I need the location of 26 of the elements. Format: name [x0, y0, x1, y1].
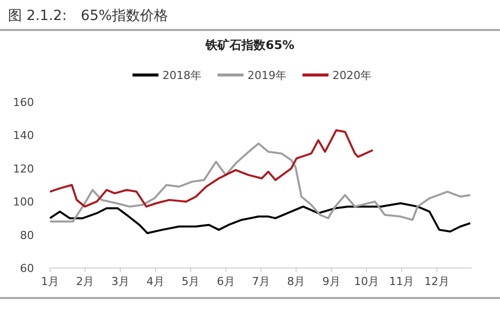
y-tick-label: 160 [13, 96, 34, 109]
x-tick-label: 2月 [76, 275, 94, 288]
x-tick-label: 5月 [182, 275, 200, 288]
chart-subtitle: 图 2.1.2: 65%指数价格 [8, 8, 168, 24]
legend-label: 2019年 [248, 69, 286, 82]
line-series [49, 202, 472, 234]
line-series [49, 142, 472, 223]
legend-label: 2018年 [162, 69, 202, 82]
y-tick-label: 100 [13, 196, 34, 209]
x-tick-label: 10月 [354, 275, 379, 288]
x-tick-label: 1月 [41, 275, 59, 288]
x-tick-label: 4月 [146, 275, 164, 288]
y-tick-label: 140 [13, 129, 34, 142]
x-tick-label: 9月 [322, 275, 340, 288]
legend-label: 2020年 [332, 69, 372, 82]
x-tick-label: 6月 [216, 275, 235, 288]
x-tick-label: 3月 [111, 275, 130, 288]
x-tick-label: 11月 [389, 275, 414, 288]
y-tick-label: 120 [13, 162, 34, 176]
x-tick-label: 7月 [252, 275, 270, 288]
y-tick-label: 60 [20, 262, 34, 275]
chart-title: 铁矿石指数65% [204, 38, 294, 52]
x-tick-label: 8月 [287, 275, 306, 288]
line-series [49, 129, 374, 208]
y-tick-label: 80 [20, 228, 34, 242]
x-tick-label: 12月 [424, 275, 450, 288]
